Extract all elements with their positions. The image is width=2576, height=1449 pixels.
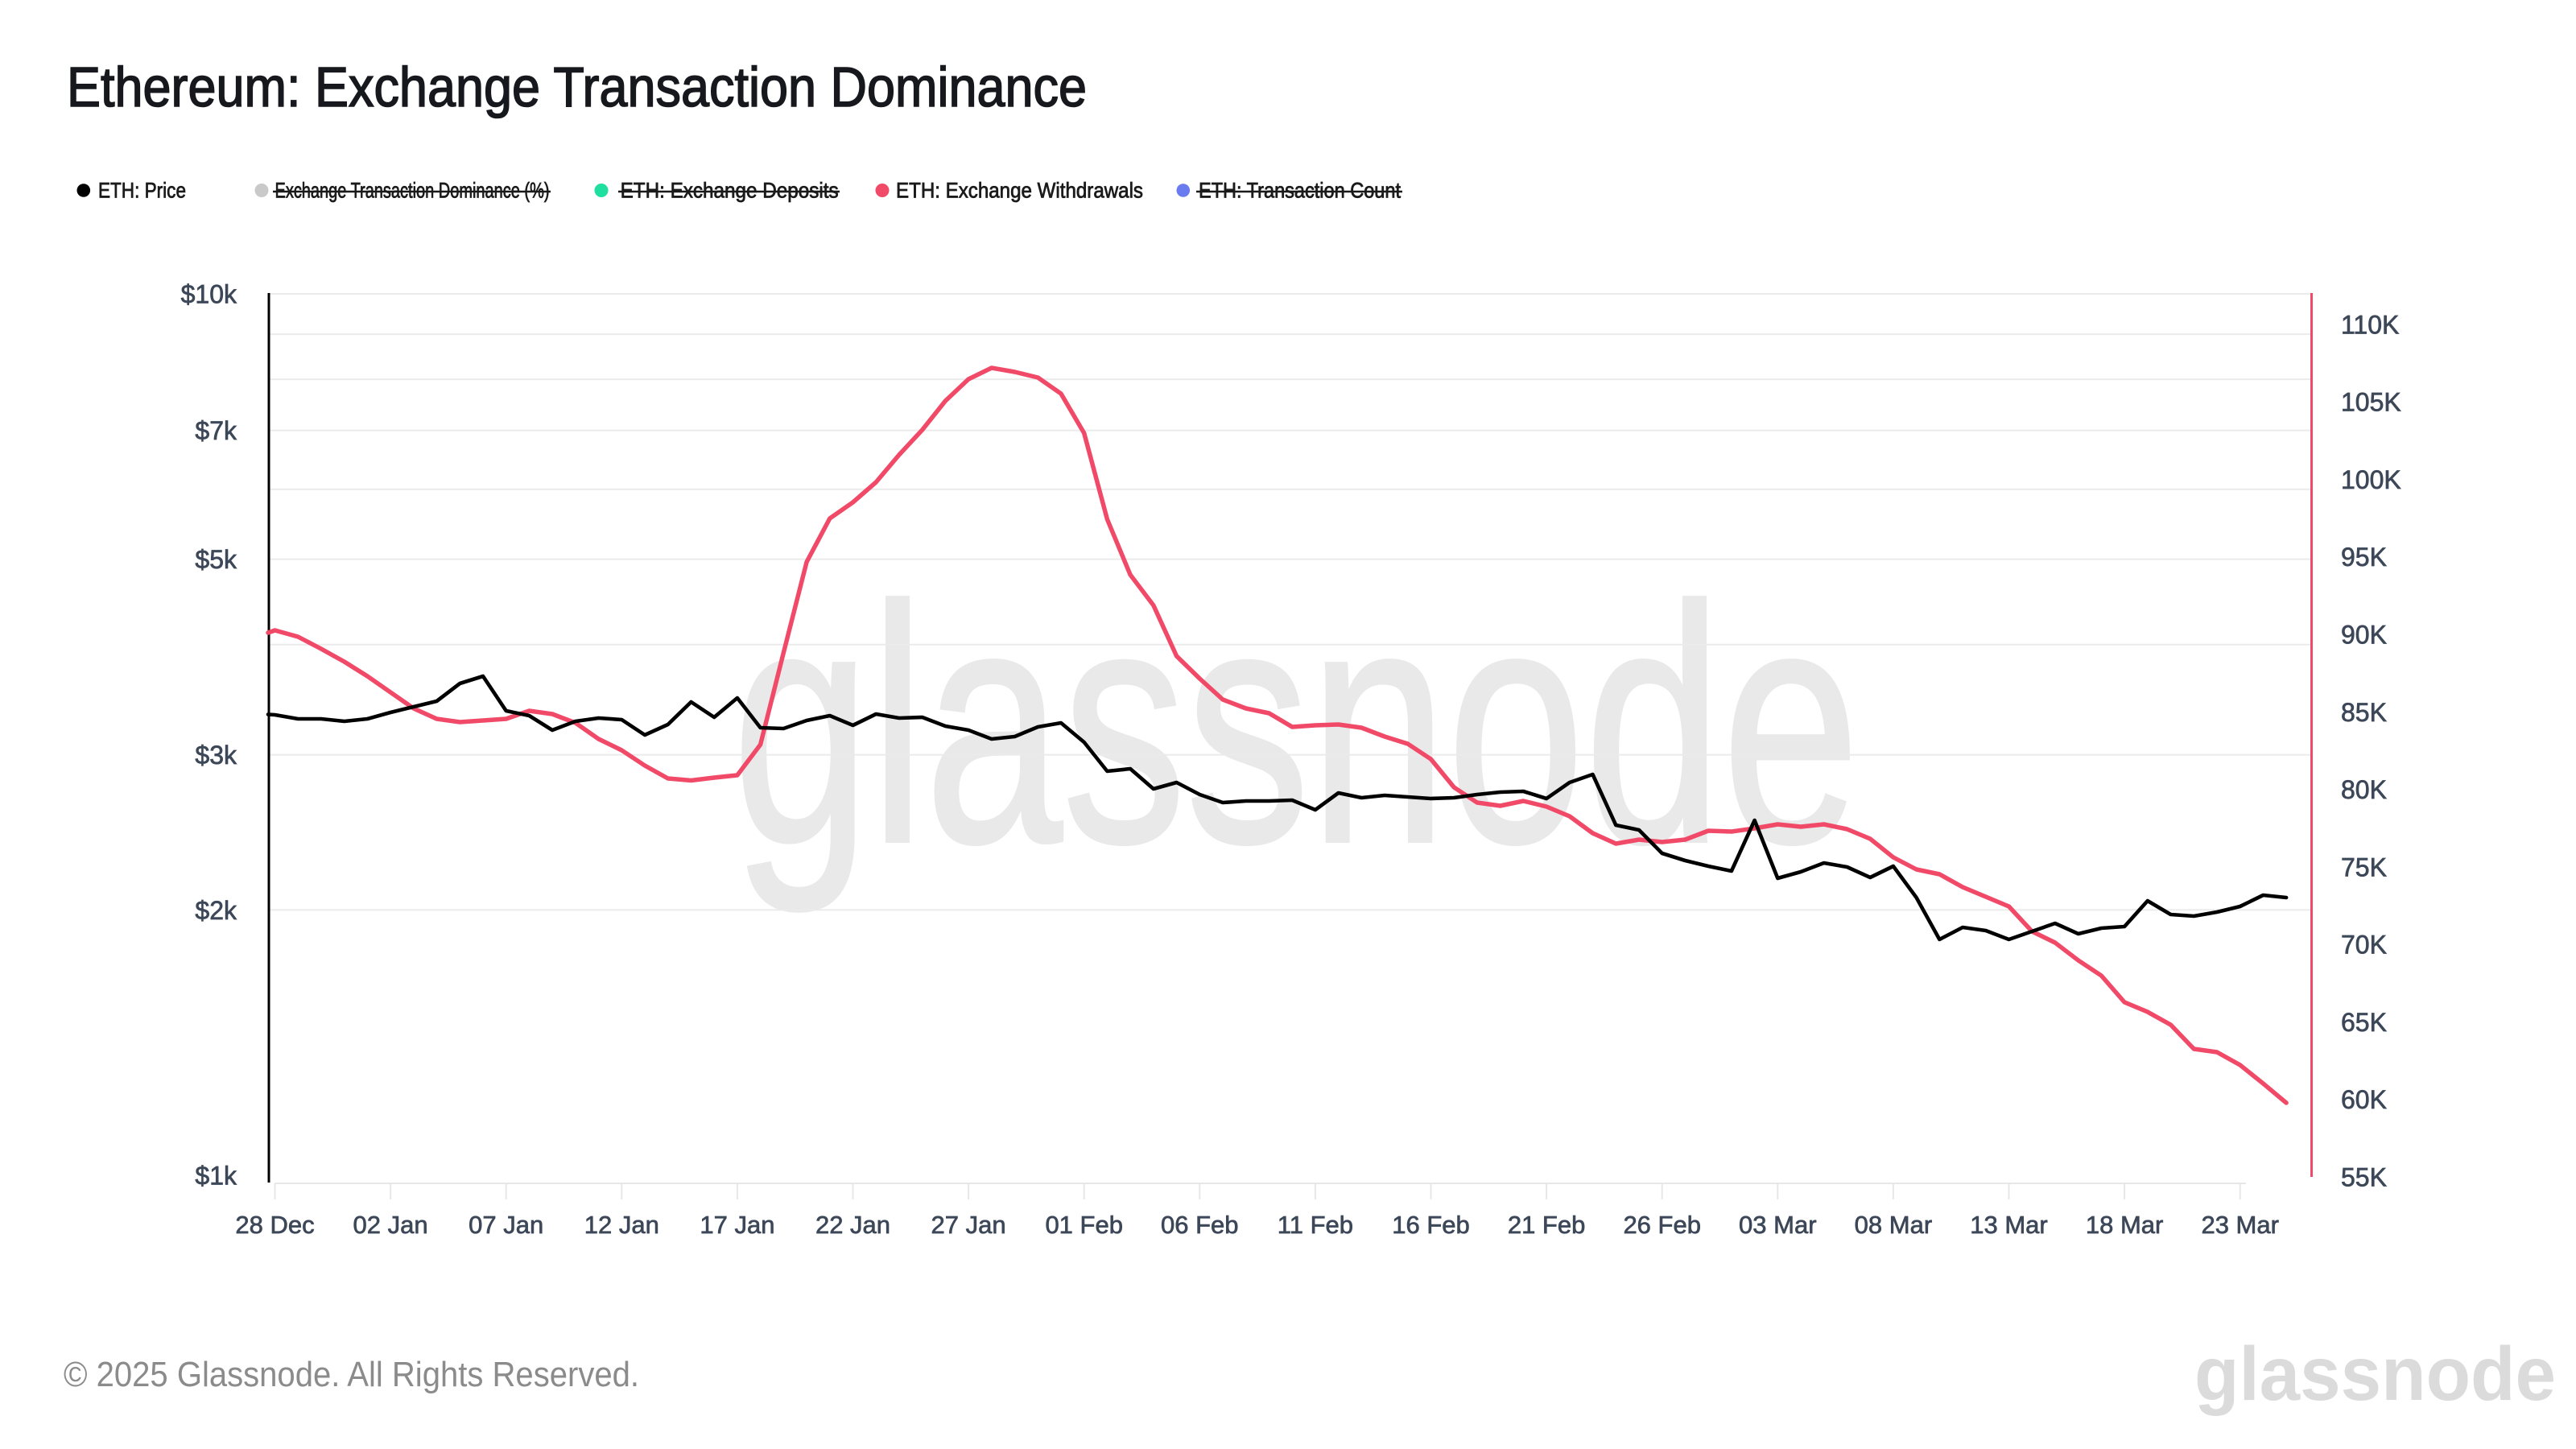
svg-text:08 Mar: 08 Mar [1855, 1211, 1932, 1239]
svg-text:$3k: $3k [195, 741, 237, 770]
svg-text:110K: 110K [2341, 310, 2399, 339]
svg-text:26 Feb: 26 Feb [1623, 1211, 1701, 1239]
svg-text:$10k: $10k [181, 280, 237, 309]
svg-text:80K: 80K [2341, 775, 2387, 804]
svg-text:01 Feb: 01 Feb [1045, 1211, 1123, 1239]
svg-text:glassnode: glassnode [2194, 1331, 2556, 1417]
svg-text:70K: 70K [2341, 931, 2387, 960]
svg-text:$7k: $7k [195, 416, 237, 445]
svg-text:03 Mar: 03 Mar [1739, 1211, 1816, 1239]
svg-text:65K: 65K [2341, 1008, 2387, 1037]
svg-text:11 Feb: 11 Feb [1278, 1211, 1353, 1239]
svg-text:ETH: Transaction Count: ETH: Transaction Count [1199, 179, 1401, 203]
svg-text:13 Mar: 13 Mar [1970, 1211, 2047, 1239]
svg-text:21 Feb: 21 Feb [1508, 1211, 1586, 1239]
svg-text:55K: 55K [2341, 1162, 2387, 1191]
svg-text:100K: 100K [2341, 465, 2401, 494]
svg-text:07 Jan: 07 Jan [469, 1211, 543, 1239]
svg-text:85K: 85K [2341, 698, 2387, 727]
svg-text:18 Mar: 18 Mar [2086, 1211, 2163, 1239]
svg-text:ETH: Price: ETH: Price [98, 179, 186, 203]
svg-text:02 Jan: 02 Jan [353, 1211, 428, 1239]
svg-text:© 2025 Glassnode. All Rights R: © 2025 Glassnode. All Rights Reserved. [64, 1355, 639, 1394]
svg-text:27 Jan: 27 Jan [931, 1211, 1006, 1239]
svg-text:$1k: $1k [195, 1162, 237, 1191]
svg-text:105K: 105K [2341, 388, 2401, 417]
svg-text:60K: 60K [2341, 1085, 2387, 1114]
svg-text:16 Feb: 16 Feb [1392, 1211, 1470, 1239]
svg-text:23 Mar: 23 Mar [2201, 1211, 2278, 1239]
svg-text:17 Jan: 17 Jan [700, 1211, 774, 1239]
svg-text:28 Dec: 28 Dec [235, 1211, 314, 1239]
svg-text:75K: 75K [2341, 852, 2387, 881]
svg-text:Exchange Transaction Dominance: Exchange Transaction Dominance (%) [275, 179, 550, 203]
svg-text:ETH: Exchange Deposits: ETH: Exchange Deposits [621, 179, 839, 203]
svg-text:06 Feb: 06 Feb [1161, 1211, 1239, 1239]
svg-text:Ethereum: Exchange Transaction: Ethereum: Exchange Transaction Dominance [67, 56, 1087, 118]
svg-text:22 Jan: 22 Jan [815, 1211, 890, 1239]
svg-text:glassnode: glassnode [733, 537, 1860, 914]
svg-text:90K: 90K [2341, 621, 2387, 650]
svg-text:$5k: $5k [195, 545, 237, 574]
svg-text:12 Jan: 12 Jan [584, 1211, 659, 1239]
svg-text:$2k: $2k [195, 896, 237, 925]
svg-text:ETH: Exchange Withdrawals: ETH: Exchange Withdrawals [896, 179, 1143, 203]
svg-text:95K: 95K [2341, 543, 2387, 572]
